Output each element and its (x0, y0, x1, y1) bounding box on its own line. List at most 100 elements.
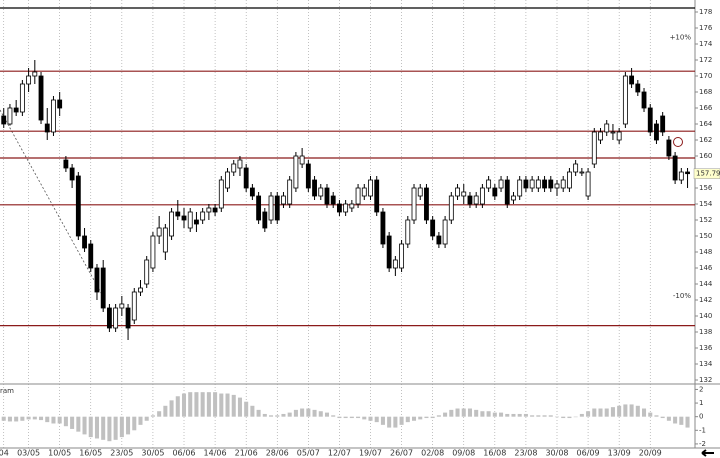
y-tick-label: 170 (699, 72, 712, 80)
histogram-bar (169, 400, 174, 417)
x-tick-label: 14/06 (204, 449, 227, 458)
histogram-bar (70, 416, 75, 429)
histogram-bar (673, 416, 678, 424)
candle-body (399, 243, 405, 269)
histogram-bar (132, 416, 137, 431)
histogram-bar (231, 394, 236, 417)
y-tick-label: 134 (699, 360, 713, 368)
histogram-bar (374, 416, 379, 423)
histogram-bar (1, 416, 6, 421)
histogram-bar (542, 415, 547, 417)
histogram-bar (511, 413, 516, 417)
lower-panel-title: ram (0, 387, 14, 395)
candle-body (591, 131, 597, 165)
y-tick-label: 162 (699, 136, 712, 144)
histogram-bar (536, 415, 541, 417)
histogram-bar (94, 416, 99, 439)
histogram-bar (51, 416, 56, 424)
histogram-bar (188, 392, 193, 417)
x-tick-label: 13/09 (608, 449, 631, 458)
candle-body (361, 187, 367, 197)
histogram-bar (76, 416, 81, 432)
candle-body (305, 163, 311, 189)
histogram-bar (324, 412, 330, 417)
x-tick-label: 16/05 (79, 449, 102, 458)
candle-body (498, 179, 504, 189)
candle-body (100, 267, 106, 309)
histogram-bar (604, 408, 609, 417)
candle-body (38, 75, 44, 121)
histogram-bar (39, 416, 44, 421)
candle-body (535, 179, 541, 189)
histogram-bar (368, 416, 373, 421)
x-tick-label: 23/08 (514, 449, 537, 458)
x-tick-label: 03/05 (17, 449, 40, 458)
candle-body (119, 303, 125, 309)
histogram-bar (455, 408, 460, 417)
histogram-bar (642, 408, 647, 417)
candle-body (324, 187, 330, 205)
candle-body (660, 115, 666, 133)
annotation: +10% (670, 34, 692, 42)
candle-body (430, 219, 436, 237)
histogram-bar (119, 416, 124, 438)
histogram-bar (635, 405, 640, 417)
histogram-bar (275, 415, 280, 417)
histogram-bar (213, 392, 218, 417)
candle-body (542, 179, 547, 189)
histogram-bar (45, 416, 50, 423)
histogram-bar (424, 416, 429, 419)
candle-body (113, 307, 119, 329)
candle-body (436, 235, 442, 245)
histogram-bar (411, 416, 417, 421)
histogram-bar (449, 409, 454, 417)
candle-body (63, 159, 69, 169)
histogram-bar (107, 416, 112, 442)
candle-body (448, 195, 454, 221)
candle-body (368, 179, 373, 197)
x-tick-label: 09/08 (452, 449, 475, 458)
histogram-bar (467, 408, 472, 417)
y-tick-label: 142 (699, 296, 712, 304)
y-tick-label: 154 (699, 200, 713, 208)
histogram-bar (157, 411, 162, 417)
histogram-bar (225, 393, 230, 417)
candle-body (479, 187, 485, 205)
candle-body (144, 259, 150, 285)
histogram-bar (194, 392, 199, 417)
histogram-bar (219, 393, 224, 417)
histogram-bar (293, 409, 298, 417)
candle-body (442, 219, 448, 245)
histogram-bar (530, 415, 535, 417)
histogram-bar (554, 416, 560, 418)
histogram-bar (567, 416, 572, 419)
candle-body (206, 207, 212, 213)
candle-body (343, 203, 349, 213)
candle-body (417, 187, 423, 197)
candle-body (187, 211, 193, 229)
histogram-bar (660, 416, 665, 419)
candle-body (7, 107, 13, 125)
histogram-bar (586, 411, 591, 417)
scroll-arrow[interactable] (701, 449, 714, 457)
candle-body (504, 179, 510, 205)
candle-body (26, 75, 32, 85)
histogram-bar (181, 393, 187, 417)
candle-body (293, 155, 299, 189)
histogram-bar (592, 408, 597, 417)
candle-body (82, 235, 87, 249)
candle-body (225, 171, 230, 189)
candle-body (392, 259, 398, 269)
histogram-bar (598, 408, 603, 417)
histogram-bar (175, 396, 180, 417)
candle-body (13, 107, 19, 113)
candle-body (567, 171, 572, 189)
histogram-bar (57, 416, 62, 424)
x-tick-label: 05/07 (297, 449, 320, 458)
histogram-bar (480, 411, 485, 417)
y-tick-label: 146 (699, 264, 713, 272)
histogram-bar (623, 404, 628, 417)
histogram-bar (244, 401, 249, 417)
y-tick-label: 164 (699, 120, 713, 128)
